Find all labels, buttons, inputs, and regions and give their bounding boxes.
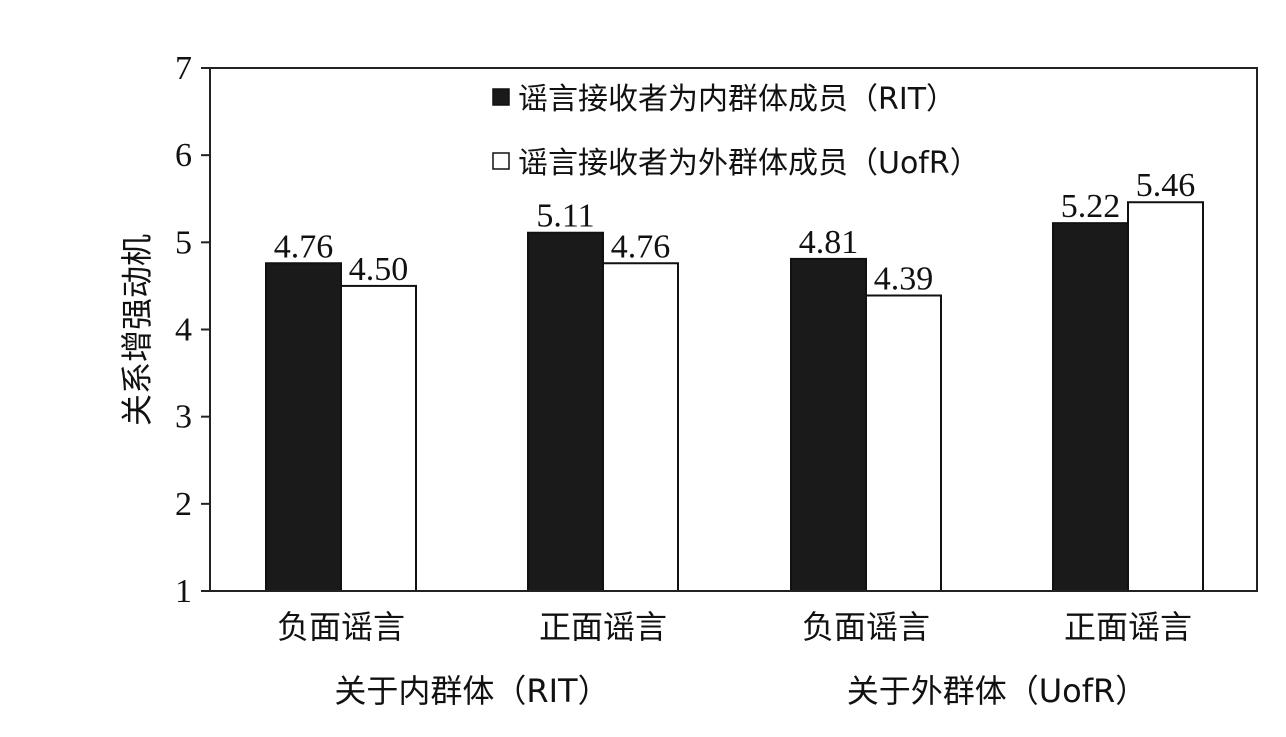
y-tick-label: 3 — [175, 399, 192, 436]
bar-value-label: 4.76 — [274, 228, 334, 265]
group-label: 关于外群体（UofR） — [847, 672, 1148, 710]
bar-value-label: 5.22 — [1061, 188, 1121, 225]
x-tick-label: 正面谣言 — [1064, 608, 1192, 646]
legend-label-uofr: 谣言接收者为外群体成员（UofR） — [518, 146, 980, 181]
y-tick-label: 2 — [175, 486, 192, 523]
bar-series-0-category-0 — [265, 262, 342, 592]
bar-value-label: 5.11 — [536, 198, 594, 235]
y-axis-label: 关系增强动机 — [118, 234, 156, 426]
legend-swatch-uofr — [492, 152, 510, 170]
bar-series-0-category-2 — [790, 257, 867, 592]
x-tick-label: 负面谣言 — [802, 608, 930, 646]
y-tick-label: 7 — [175, 50, 192, 87]
bar-series-1-category-3 — [1127, 201, 1204, 592]
bar-value-label: 4.39 — [874, 261, 934, 298]
group-label: 关于内群体（RIT） — [334, 672, 609, 710]
plot-frame — [209, 67, 1258, 592]
x-tick-label: 负面谣言 — [277, 608, 405, 646]
bar-series-0-category-1 — [527, 231, 604, 592]
y-tick-label: 6 — [175, 137, 192, 174]
bar-value-label: 5.46 — [1136, 167, 1196, 204]
bar-value-label: 4.50 — [349, 251, 409, 288]
legend: 谣言接收者为内群体成员（RIT） 谣言接收者为外群体成员（UofR） — [492, 82, 980, 181]
bar-value-label: 4.81 — [799, 224, 859, 261]
y-tick-label: 1 — [175, 573, 192, 610]
bar-series-1-category-1 — [602, 262, 679, 592]
y-tick-label: 4 — [175, 312, 192, 349]
x-tick-label: 正面谣言 — [539, 608, 667, 646]
legend-swatch-rit — [492, 88, 510, 106]
y-tick-label: 5 — [175, 224, 192, 261]
legend-label-rit: 谣言接收者为内群体成员（RIT） — [518, 82, 956, 117]
bar-series-1-category-2 — [865, 294, 942, 592]
bar-series-1-category-0 — [340, 284, 417, 592]
bar-value-label: 4.76 — [611, 228, 671, 265]
bar-series-0-category-3 — [1052, 222, 1129, 592]
